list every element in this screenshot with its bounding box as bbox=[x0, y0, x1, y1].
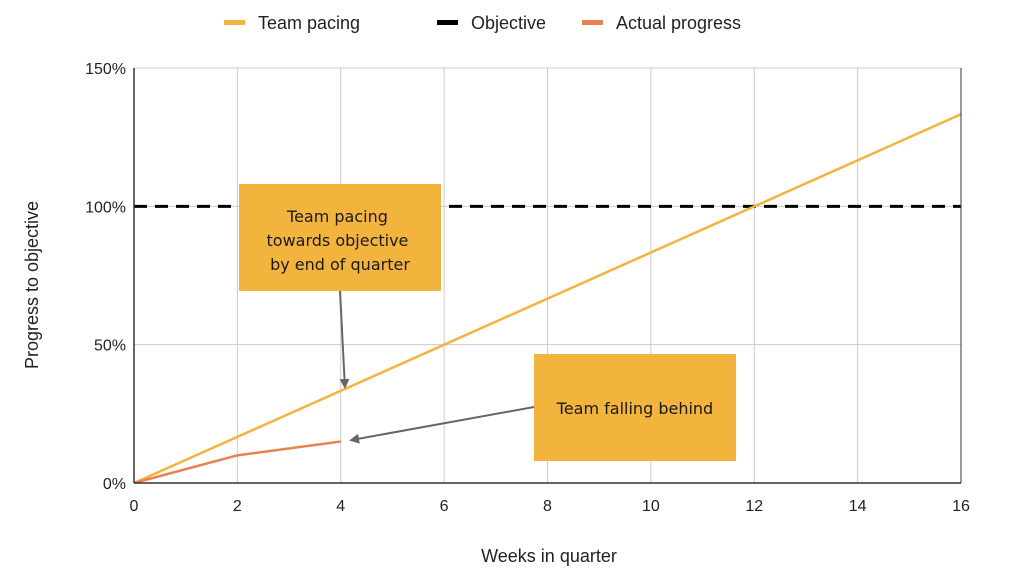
x-axis-title: Weeks in quarter bbox=[481, 546, 617, 566]
y-tick-label: 100% bbox=[85, 199, 126, 216]
x-tick-label: 14 bbox=[849, 498, 867, 515]
series-line-team-pacing bbox=[133, 113, 962, 485]
behind-callout-text: Team falling behind bbox=[556, 399, 713, 418]
legend-label: Objective bbox=[471, 13, 546, 33]
axes bbox=[133, 68, 962, 484]
x-tick-label: 8 bbox=[543, 498, 552, 515]
tick-labels: 0 2 4 6 8 10 12 14 16 0% 50% 100% 150% bbox=[85, 61, 970, 515]
callouts: Team pacing towards objective by end of … bbox=[239, 184, 736, 461]
legend-label: Actual progress bbox=[616, 13, 741, 33]
behind-callout-box bbox=[534, 354, 736, 461]
pacing-callout-text: Team pacing towards objective by end of … bbox=[267, 207, 414, 274]
y-tick-label: 150% bbox=[85, 61, 126, 78]
x-tick-label: 2 bbox=[233, 498, 242, 515]
x-tick-label: 0 bbox=[130, 498, 139, 515]
x-tick-label: 10 bbox=[642, 498, 660, 515]
x-tick-label: 6 bbox=[440, 498, 449, 515]
legend-swatch bbox=[224, 20, 245, 25]
y-axis-title: Progress to objective bbox=[22, 201, 42, 369]
pacing-callout-arrow bbox=[339, 290, 350, 389]
pacing-callout-box bbox=[239, 184, 441, 291]
legend-swatch bbox=[582, 20, 603, 25]
behind-callout-arrow bbox=[349, 406, 535, 444]
legend: Team pacing Objective Actual progress bbox=[224, 13, 741, 33]
y-tick-label: 0% bbox=[103, 476, 126, 493]
y-tick-label: 50% bbox=[94, 338, 126, 355]
grid bbox=[134, 67, 961, 483]
legend-label: Team pacing bbox=[258, 13, 360, 33]
x-tick-label: 12 bbox=[745, 498, 763, 515]
x-tick-label: 16 bbox=[952, 498, 970, 515]
x-tick-label: 4 bbox=[336, 498, 345, 515]
series-line-actual-progress bbox=[133, 440, 341, 485]
legend-swatch bbox=[437, 20, 458, 25]
